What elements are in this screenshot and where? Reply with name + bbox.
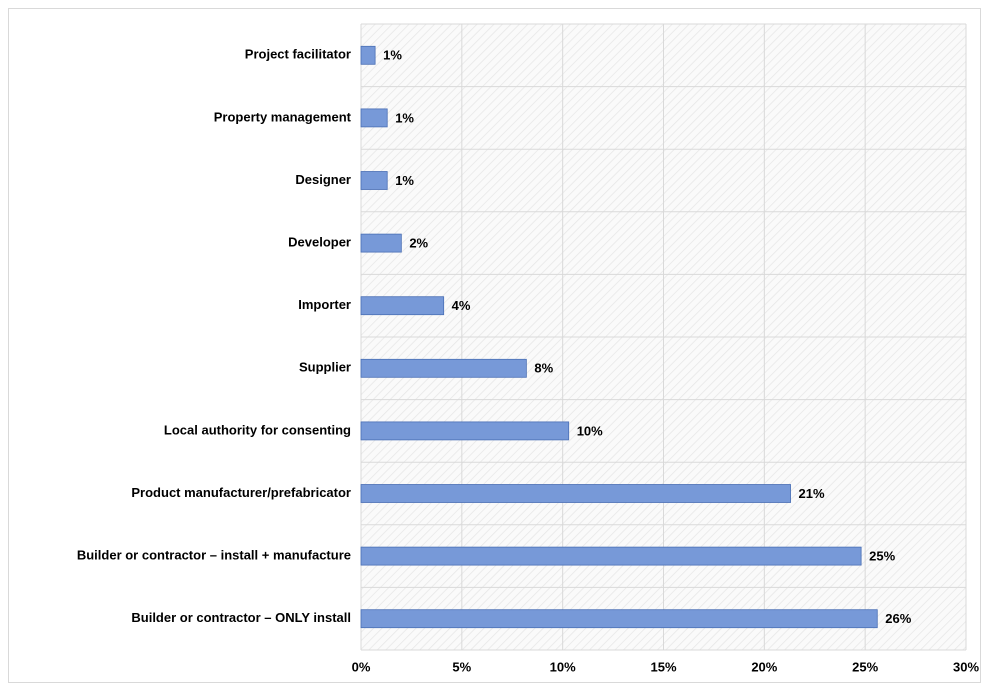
bar bbox=[360, 171, 388, 190]
data-label: 26% bbox=[885, 611, 911, 626]
data-label: 1% bbox=[395, 173, 414, 188]
y-tick-label: Supplier bbox=[299, 360, 351, 375]
y-tick-label: Developer bbox=[288, 235, 351, 250]
data-label: 1% bbox=[383, 48, 402, 63]
y-tick-label: Importer bbox=[298, 297, 351, 312]
bar bbox=[360, 358, 527, 378]
x-tick-label: 15% bbox=[650, 659, 676, 674]
bar bbox=[360, 233, 402, 253]
x-tick-label: 20% bbox=[751, 659, 777, 674]
y-tick-label: Local authority for consenting bbox=[164, 422, 351, 437]
bar bbox=[360, 45, 376, 65]
data-label: 10% bbox=[577, 423, 603, 438]
data-label: 4% bbox=[452, 298, 471, 313]
x-tick-label: 10% bbox=[550, 659, 576, 674]
data-label: 2% bbox=[409, 236, 428, 251]
x-tick-label: 0% bbox=[352, 659, 371, 674]
y-tick-label: Designer bbox=[295, 172, 351, 187]
bar bbox=[360, 108, 388, 128]
x-tick-label: 25% bbox=[852, 659, 878, 674]
data-label: 25% bbox=[869, 549, 895, 564]
bar bbox=[360, 421, 570, 441]
bar bbox=[360, 609, 878, 629]
x-tick-label: 5% bbox=[452, 659, 471, 674]
x-tick-label: 30% bbox=[953, 659, 979, 674]
y-tick-label: Product manufacturer/prefabricator bbox=[131, 485, 351, 500]
y-tick-label: Builder or contractor – install + manufa… bbox=[77, 548, 351, 563]
data-label: 8% bbox=[534, 361, 553, 376]
data-label: 1% bbox=[395, 110, 414, 125]
bar bbox=[360, 546, 862, 566]
bar bbox=[360, 484, 791, 503]
y-tick-label: Project facilitator bbox=[245, 47, 351, 62]
y-tick-label: Builder or contractor – ONLY install bbox=[131, 610, 351, 625]
y-tick-label: Property management bbox=[214, 109, 352, 124]
data-label: 21% bbox=[799, 486, 825, 501]
bar bbox=[360, 296, 445, 316]
